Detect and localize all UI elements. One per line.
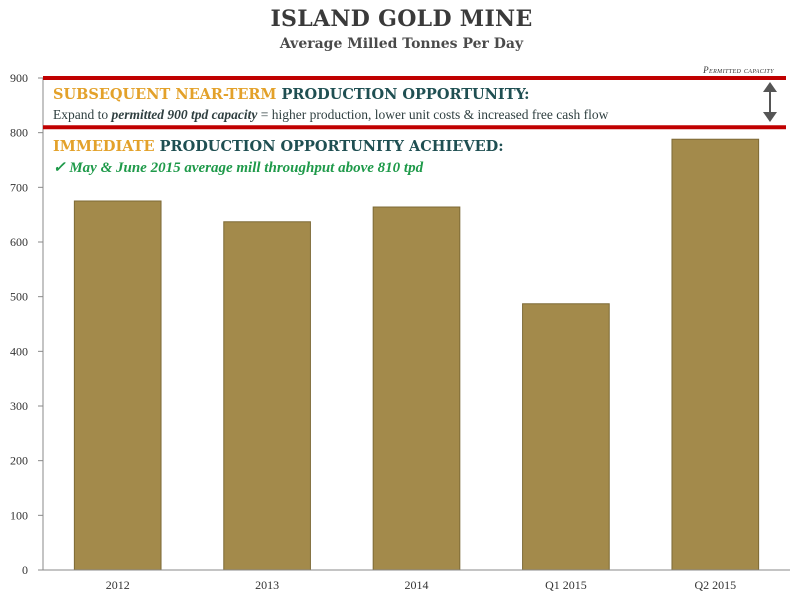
subsequent-heading-rest: PRODUCTION OPPORTUNITY: bbox=[276, 86, 529, 103]
immediate-heading-rest: PRODUCTION OPPORTUNITY ACHIEVED: bbox=[155, 138, 504, 155]
y-tick-label: 400 bbox=[10, 344, 28, 358]
immediate-highlight: IMMEDIATE bbox=[53, 138, 155, 155]
bar-series bbox=[73, 138, 760, 571]
expand-suffix: = higher production, lower unit costs & … bbox=[257, 107, 608, 122]
y-axis: 0 100 200 300 400 500 600 700 800 900 bbox=[10, 71, 44, 577]
subsequent-heading: SUBSEQUENT NEAR-TERM PRODUCTION OPPORTUN… bbox=[53, 86, 529, 103]
bar-q1-2015 bbox=[522, 303, 610, 571]
x-tick-label: 2012 bbox=[106, 578, 130, 592]
expand-line: Expand to permitted 900 tpd capacity = h… bbox=[53, 107, 609, 122]
x-axis: 2012 2013 2014 Q1 2015 Q2 2015 bbox=[43, 569, 790, 592]
y-tick-label: 200 bbox=[10, 454, 28, 468]
immediate-heading: IMMEDIATE PRODUCTION OPPORTUNITY ACHIEVE… bbox=[53, 138, 504, 155]
x-tick-label: Q1 2015 bbox=[545, 578, 587, 592]
reference-lines bbox=[43, 76, 786, 130]
achieved-line: ✓ May & June 2015 average mill throughpu… bbox=[53, 160, 424, 176]
y-tick-label: 800 bbox=[10, 126, 28, 140]
double-arrow-icon bbox=[763, 82, 777, 122]
x-tick-label: 2014 bbox=[405, 578, 429, 592]
y-tick-label: 100 bbox=[10, 508, 28, 522]
y-tick-label: 500 bbox=[10, 290, 28, 304]
chart-title: ISLAND GOLD MINE bbox=[270, 6, 533, 32]
y-tick-label: 700 bbox=[10, 180, 28, 194]
x-tick-label: 2013 bbox=[255, 578, 279, 592]
chart-subtitle: Average Milled Tonnes Per Day bbox=[279, 36, 524, 52]
permitted-capacity-label: Permitted capacity bbox=[702, 65, 774, 75]
expand-bold: permitted 900 tpd capacity bbox=[111, 107, 259, 122]
y-tick-label: 300 bbox=[10, 399, 28, 413]
y-tick-label: 0 bbox=[22, 563, 28, 577]
expand-prefix: Expand to bbox=[53, 107, 112, 122]
bar-2014 bbox=[372, 206, 461, 571]
bar-2012 bbox=[73, 200, 162, 571]
y-tick-label: 600 bbox=[10, 235, 28, 249]
bar-q2-2015 bbox=[671, 138, 760, 571]
subsequent-highlight: SUBSEQUENT NEAR-TERM bbox=[53, 86, 276, 103]
bar-2013 bbox=[223, 221, 311, 571]
y-tick-label: 900 bbox=[10, 71, 28, 85]
x-tick-label: Q2 2015 bbox=[694, 578, 736, 592]
